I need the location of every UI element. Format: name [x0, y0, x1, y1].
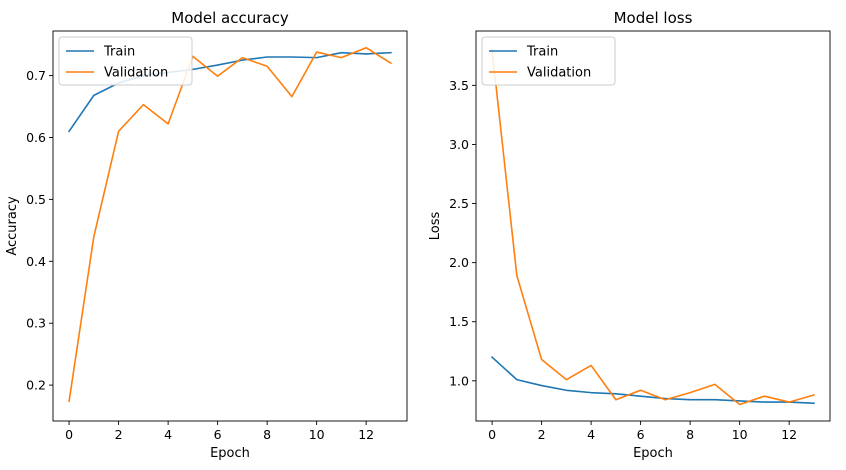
- accuracy-x-tick-label: 8: [263, 427, 271, 442]
- accuracy-legend-box: [58, 36, 193, 86]
- accuracy-x-tick-label: 0: [65, 427, 73, 442]
- accuracy-x-tick-label: 6: [214, 427, 222, 442]
- loss-legend: Train Validation: [481, 36, 616, 86]
- accuracy-x-tick-label: 12: [358, 427, 374, 442]
- loss-y-tick-label: 3.5: [449, 78, 469, 93]
- loss-y-tick-label: 2.5: [449, 196, 469, 211]
- loss-y-tick-label: 3.0: [449, 137, 469, 152]
- loss-y-tick-label: 2.0: [449, 255, 469, 270]
- loss-x-tick-label: 2: [538, 427, 546, 442]
- accuracy-x-tick-label: 4: [164, 427, 172, 442]
- loss-chart: 0 2 4 6 8 10 12 1.0 1.5 2.0 2.5 3.0 3.5 Model loss Epo…: [428, 9, 831, 461]
- loss-x-tick-label: 8: [686, 427, 694, 442]
- loss-legend-label-train: Train: [526, 45, 558, 60]
- loss-y-tick-label: 1.5: [449, 314, 469, 329]
- accuracy-y-tick-label: 0.3: [26, 316, 46, 331]
- loss-chart-title: Model loss: [614, 9, 693, 27]
- accuracy-legend-label-train: Train: [103, 45, 135, 60]
- accuracy-y-tick-label: 0.7: [26, 68, 46, 83]
- accuracy-x-axis-label: Epoch: [210, 446, 250, 461]
- accuracy-y-tick-label: 0.4: [26, 254, 46, 269]
- accuracy-y-tick-label: 0.2: [26, 378, 46, 393]
- loss-legend-box: [481, 36, 616, 86]
- loss-x-tick-label: 10: [732, 427, 748, 442]
- accuracy-legend-label-validation: Validation: [104, 66, 168, 81]
- loss-axes-frame: [475, 30, 831, 422]
- loss-series-train-line: [490, 356, 815, 405]
- accuracy-chart-title: Model accuracy: [171, 9, 289, 27]
- accuracy-legend: Train Validation: [58, 36, 193, 86]
- accuracy-x-tick-label: 2: [115, 427, 123, 442]
- loss-y-axis-label: Loss: [428, 212, 443, 241]
- loss-x-tick-label: 12: [781, 427, 797, 442]
- accuracy-series-validation-line: [68, 46, 393, 403]
- loss-y-tick-label: 1.0: [449, 373, 469, 388]
- loss-series-validation-line: [491, 49, 815, 406]
- loss-x-axis-label: Epoch: [633, 446, 673, 461]
- accuracy-x-tick-label: 10: [309, 427, 325, 442]
- loss-legend-label-validation: Validation: [527, 66, 591, 81]
- loss-x-tick-label: 0: [488, 427, 496, 442]
- accuracy-y-tick-label: 0.6: [26, 130, 46, 145]
- accuracy-y-tick-label: 0.5: [26, 192, 46, 207]
- accuracy-chart: 0 2 4 6 8 10 12 0.2 0.3 0.4 0.5 0.6 0.7 Model accurac…: [5, 9, 408, 461]
- accuracy-axes-frame: [52, 30, 408, 422]
- loss-x-tick-label: 4: [587, 427, 595, 442]
- accuracy-y-axis-label: Accuracy: [5, 196, 20, 256]
- loss-x-tick-label: 6: [637, 427, 645, 442]
